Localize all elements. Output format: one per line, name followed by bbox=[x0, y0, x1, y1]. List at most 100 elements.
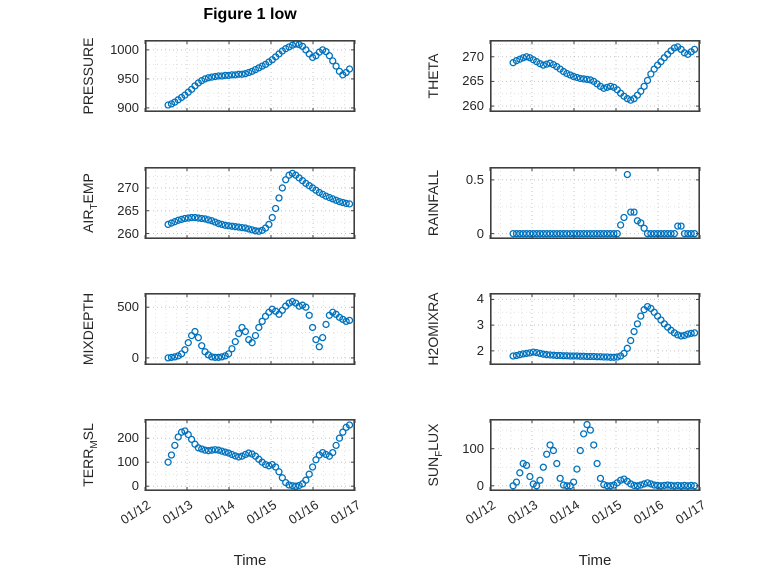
data-points bbox=[509, 43, 699, 104]
data-point bbox=[268, 213, 276, 222]
data-point bbox=[576, 352, 584, 360]
data-point bbox=[275, 194, 283, 202]
data-point bbox=[543, 60, 551, 68]
data-point bbox=[201, 215, 209, 223]
data-point bbox=[650, 229, 658, 238]
data-point bbox=[288, 482, 297, 490]
y-tick-label: 260 bbox=[462, 98, 484, 114]
data-point bbox=[224, 449, 233, 457]
data-point bbox=[623, 344, 631, 352]
data-point bbox=[610, 229, 618, 238]
data-point bbox=[332, 62, 340, 70]
data-point bbox=[573, 73, 581, 82]
data-point bbox=[549, 446, 558, 455]
data-point bbox=[258, 317, 266, 326]
data-point bbox=[543, 450, 551, 458]
data-point bbox=[516, 55, 524, 63]
data-point bbox=[255, 323, 263, 332]
data-point bbox=[235, 329, 243, 338]
data-point bbox=[640, 82, 648, 91]
data-point bbox=[187, 331, 196, 340]
data-point bbox=[667, 481, 675, 490]
data-point bbox=[627, 480, 635, 488]
data-point bbox=[228, 222, 236, 230]
data-point bbox=[573, 465, 581, 473]
data-point bbox=[171, 218, 179, 226]
data-point bbox=[322, 192, 330, 200]
y-tick-label: 270 bbox=[117, 179, 139, 195]
data-point bbox=[218, 353, 226, 361]
data-point bbox=[516, 351, 524, 359]
data-point bbox=[522, 349, 531, 358]
data-point bbox=[526, 349, 534, 357]
data-point bbox=[603, 83, 611, 91]
data-point bbox=[335, 434, 344, 442]
y-tick-label: 260 bbox=[117, 225, 139, 241]
data-point bbox=[329, 448, 337, 457]
data-point bbox=[590, 441, 598, 449]
y-tick-label: 265 bbox=[117, 202, 139, 218]
data-point bbox=[322, 320, 330, 329]
data-point bbox=[345, 200, 354, 208]
x-tick-label: 01/12 bbox=[117, 497, 154, 528]
data-point bbox=[208, 446, 216, 454]
data-point bbox=[684, 482, 692, 490]
data-point bbox=[580, 430, 588, 438]
data-point bbox=[546, 229, 554, 238]
data-point bbox=[522, 229, 531, 238]
data-point bbox=[245, 68, 253, 77]
data-point bbox=[546, 351, 554, 359]
data-point bbox=[288, 297, 297, 306]
data-point bbox=[529, 229, 537, 238]
data-point bbox=[677, 482, 685, 490]
data-point bbox=[640, 480, 648, 488]
data-point bbox=[308, 463, 317, 471]
data-point bbox=[512, 57, 521, 65]
data-point bbox=[556, 351, 564, 360]
data-point bbox=[670, 44, 679, 52]
subplot-pressure bbox=[144, 40, 356, 113]
data-point bbox=[278, 184, 286, 192]
data-point bbox=[566, 71, 574, 79]
x-tick-label: 01/17 bbox=[327, 497, 364, 528]
data-point bbox=[553, 459, 561, 468]
data-point bbox=[315, 343, 323, 351]
data-point bbox=[238, 323, 246, 332]
data-point bbox=[204, 74, 213, 82]
data-point bbox=[308, 323, 317, 332]
data-point bbox=[664, 481, 672, 489]
data-point bbox=[241, 327, 250, 336]
data-point bbox=[339, 198, 347, 207]
data-point bbox=[228, 345, 236, 353]
x-tick-label: 01/15 bbox=[243, 497, 280, 528]
data-point bbox=[248, 339, 256, 347]
data-point bbox=[519, 229, 527, 238]
data-point bbox=[241, 224, 250, 232]
data-point bbox=[563, 482, 571, 490]
subplot-rainfall bbox=[489, 167, 701, 240]
data-point bbox=[171, 441, 179, 450]
data-point bbox=[590, 229, 598, 238]
data-point bbox=[288, 41, 297, 49]
data-point bbox=[586, 76, 595, 84]
data-point bbox=[536, 60, 544, 68]
data-point bbox=[184, 430, 192, 439]
data-point bbox=[181, 346, 189, 354]
data-point bbox=[630, 481, 638, 490]
data-point bbox=[231, 338, 239, 346]
data-point bbox=[174, 216, 182, 224]
data-point bbox=[583, 229, 591, 238]
axes-box bbox=[145, 167, 355, 240]
data-point bbox=[522, 461, 531, 470]
data-point bbox=[643, 76, 652, 85]
data-point bbox=[251, 227, 260, 235]
data-point bbox=[536, 349, 544, 358]
data-points bbox=[164, 40, 354, 109]
y-tick-label: 0 bbox=[131, 349, 139, 365]
data-points bbox=[164, 421, 354, 490]
y-tick-label: 265 bbox=[462, 73, 484, 89]
data-point bbox=[580, 352, 588, 360]
data-point bbox=[265, 462, 273, 470]
x-tick-label: 01/16 bbox=[630, 497, 667, 528]
